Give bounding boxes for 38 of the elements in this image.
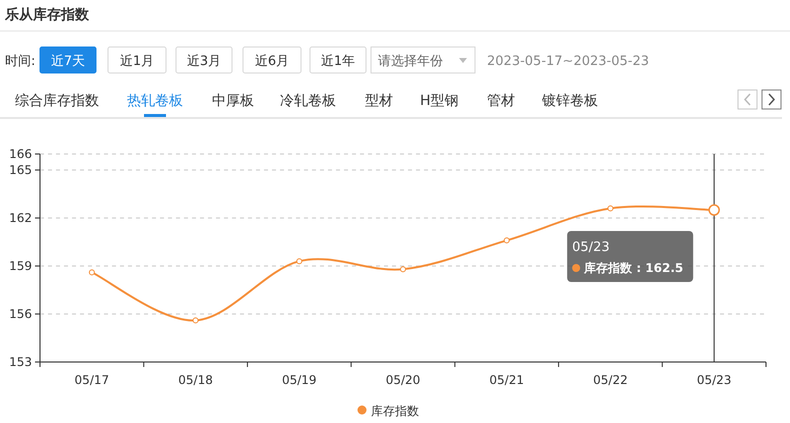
- y-tick-label: 165: [9, 163, 32, 177]
- text: 近6月: [254, 54, 290, 69]
- y-tick-label: 153: [9, 355, 32, 369]
- text: 时间:: [5, 54, 36, 69]
- text: 管材: [487, 93, 515, 109]
- text: 请选择年份: [378, 54, 443, 69]
- point: [400, 266, 406, 272]
- x-tick-label: 05/23: [696, 373, 732, 387]
- text: 综合库存指数: [15, 93, 99, 109]
- x-tick-label: 05/21: [489, 373, 524, 387]
- text: 近7天: [50, 54, 86, 69]
- text: 近3月: [186, 54, 222, 69]
- y-tick-label: 156: [9, 307, 32, 321]
- point: [504, 237, 510, 244]
- y-tick-label: 166: [9, 147, 32, 161]
- text: 冷轧卷板: [280, 93, 336, 109]
- x-tick-label: 05/17: [74, 373, 110, 387]
- x-tick-label: 05/22: [593, 373, 628, 387]
- text: 近1月: [120, 54, 154, 69]
- text: H型钢: [420, 93, 459, 109]
- point: [607, 205, 614, 212]
- chart-title: 乐从库存指数: [4, 6, 90, 23]
- x-tick-label: 05/18: [178, 373, 213, 387]
- text: 中厚板: [212, 93, 254, 109]
- text: 近1年: [320, 54, 356, 69]
- annotation: 05/23 库存指数 : 162.5: [572, 240, 684, 275]
- y-tick-label: 159: [9, 259, 32, 273]
- point: [88, 269, 95, 276]
- x-tick-label: 05/19: [282, 373, 317, 387]
- point: [296, 258, 302, 264]
- text: 2023-05-17~2023-05-23: [487, 54, 649, 69]
- text: 型材: [365, 93, 393, 109]
- text: 热轧卷板: [127, 93, 183, 109]
- point: [192, 317, 199, 324]
- y-tick-label: 162: [9, 211, 32, 225]
- x-tick-label: 05/20: [386, 373, 420, 387]
- text: 镀锌卷板: [541, 93, 598, 109]
- legend-label: 库存指数: [371, 404, 419, 418]
